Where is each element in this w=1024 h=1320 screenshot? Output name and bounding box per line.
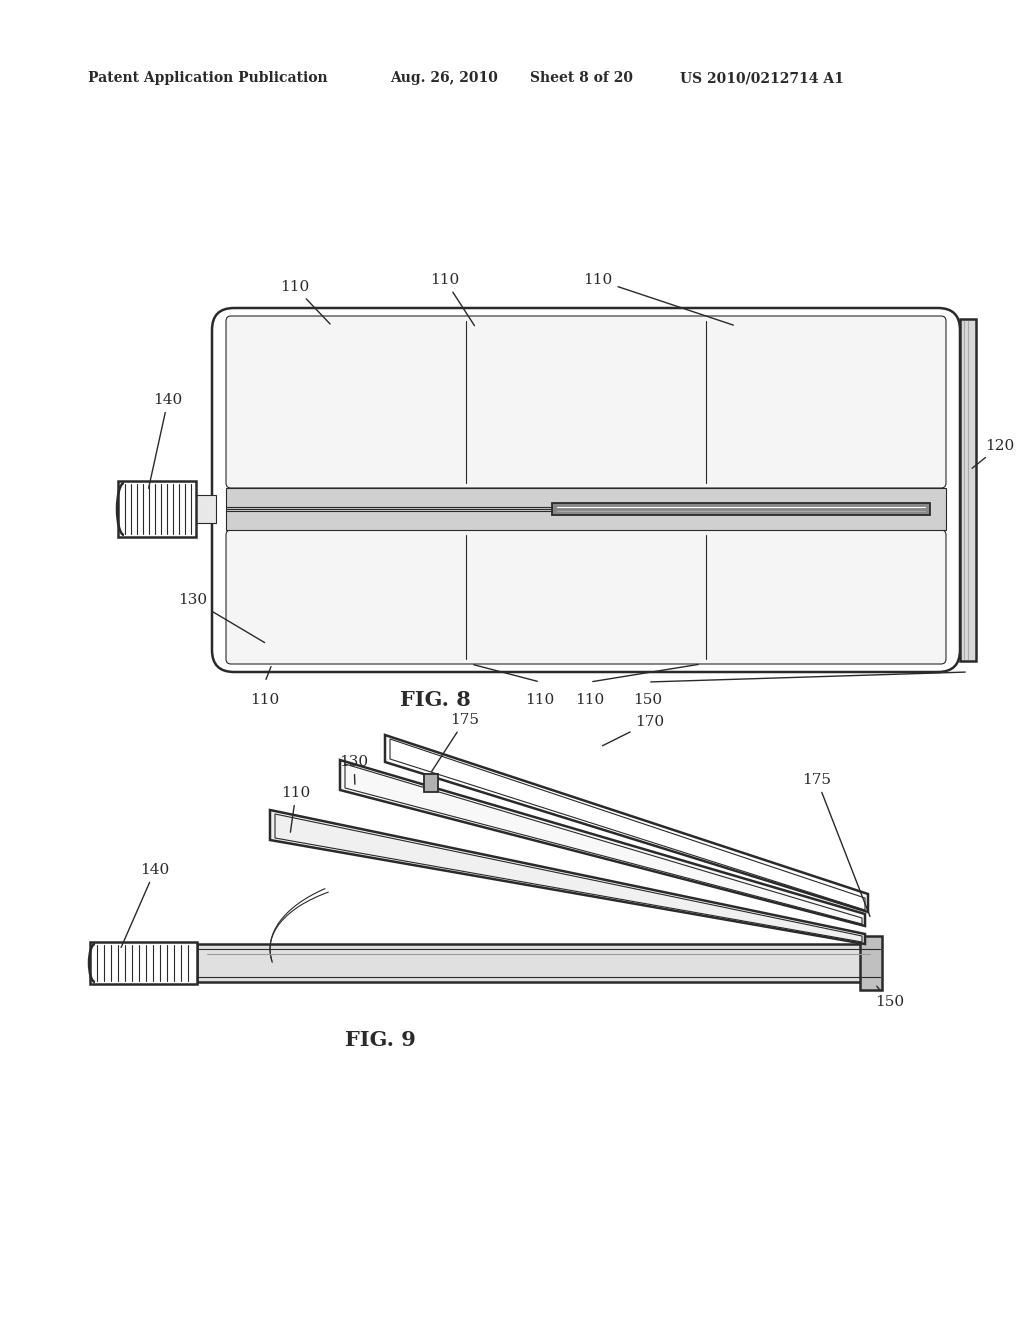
Bar bbox=[552, 503, 930, 515]
Bar bbox=[197, 944, 880, 982]
Polygon shape bbox=[270, 810, 865, 944]
Text: 150: 150 bbox=[874, 986, 904, 1008]
Bar bbox=[118, 480, 196, 537]
Text: 140: 140 bbox=[121, 863, 170, 948]
Text: 110: 110 bbox=[584, 273, 733, 325]
Text: 175: 175 bbox=[431, 713, 479, 772]
Text: Patent Application Publication: Patent Application Publication bbox=[88, 71, 328, 84]
Text: 120: 120 bbox=[972, 440, 1014, 469]
Text: 130: 130 bbox=[339, 755, 369, 784]
Bar bbox=[90, 942, 197, 983]
Text: 110: 110 bbox=[282, 785, 310, 832]
Text: 175: 175 bbox=[803, 774, 870, 916]
Text: 150: 150 bbox=[634, 693, 663, 708]
FancyBboxPatch shape bbox=[226, 531, 946, 664]
Text: 110: 110 bbox=[430, 273, 474, 326]
Text: 170: 170 bbox=[602, 715, 665, 746]
Bar bbox=[193, 495, 216, 523]
Bar bbox=[860, 936, 882, 990]
Text: 130: 130 bbox=[178, 593, 264, 643]
Bar bbox=[961, 319, 976, 661]
Text: 110: 110 bbox=[575, 693, 604, 708]
Bar bbox=[424, 774, 438, 792]
Text: 110: 110 bbox=[281, 280, 330, 323]
Text: FIG. 9: FIG. 9 bbox=[344, 1030, 416, 1049]
Bar bbox=[226, 488, 946, 531]
FancyBboxPatch shape bbox=[212, 308, 961, 672]
Text: Sheet 8 of 20: Sheet 8 of 20 bbox=[530, 71, 633, 84]
Polygon shape bbox=[385, 735, 868, 912]
Text: FIG. 8: FIG. 8 bbox=[399, 690, 470, 710]
Text: US 2010/0212714 A1: US 2010/0212714 A1 bbox=[680, 71, 844, 84]
Text: 140: 140 bbox=[148, 393, 182, 488]
Polygon shape bbox=[340, 760, 865, 927]
Text: 110: 110 bbox=[251, 693, 280, 708]
Text: Aug. 26, 2010: Aug. 26, 2010 bbox=[390, 71, 498, 84]
FancyBboxPatch shape bbox=[226, 315, 946, 488]
Text: 110: 110 bbox=[525, 693, 555, 708]
